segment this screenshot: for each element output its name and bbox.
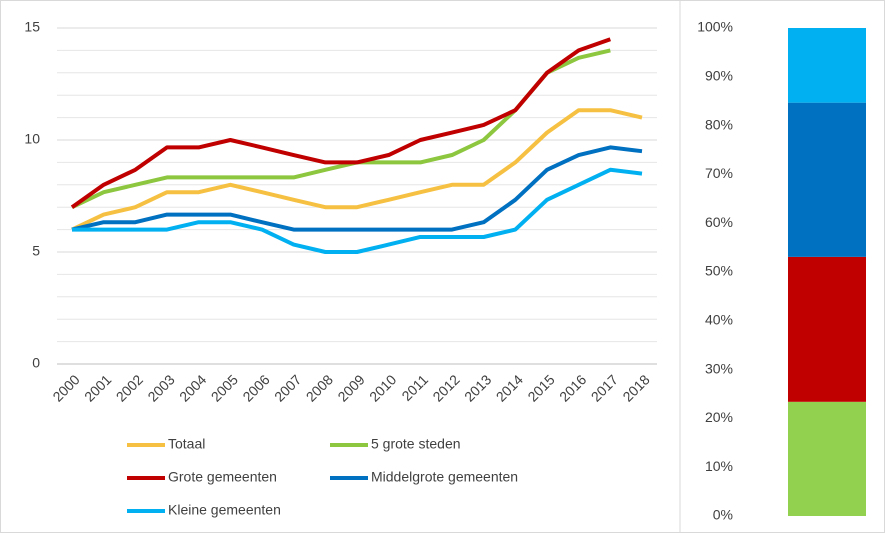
legend-label: Kleine gemeenten bbox=[168, 502, 281, 518]
series-line bbox=[71, 108, 643, 232]
legend-label: Grote gemeenten bbox=[168, 469, 277, 485]
y-tick-label: 30% bbox=[705, 360, 733, 376]
bar-segment bbox=[788, 28, 866, 103]
y-tick-label: 10 bbox=[24, 131, 40, 147]
legend-label: Totaal bbox=[168, 436, 205, 452]
bar-segment bbox=[788, 256, 866, 402]
bar-segment bbox=[788, 401, 866, 516]
y-tick-label: 15 bbox=[24, 19, 40, 35]
y-tick-label: 0% bbox=[713, 507, 733, 523]
y-tick-label: 20% bbox=[705, 409, 733, 425]
y-tick-label: 100% bbox=[697, 19, 733, 35]
y-tick-label: 80% bbox=[705, 116, 733, 132]
series-line bbox=[72, 167, 643, 254]
series-line bbox=[71, 145, 643, 232]
y-tick-label: 10% bbox=[705, 458, 733, 474]
y-tick-label: 5 bbox=[32, 243, 40, 259]
legend-label: Middelgrote gemeenten bbox=[371, 469, 518, 485]
y-tick-label: 70% bbox=[705, 165, 733, 181]
y-tick-label: 60% bbox=[705, 214, 733, 230]
y-tick-label: 90% bbox=[705, 68, 733, 84]
y-tick-label: 40% bbox=[705, 312, 733, 328]
bar-segment bbox=[788, 102, 866, 257]
legend-label: 5 grote steden bbox=[371, 436, 461, 452]
y-tick-label: 50% bbox=[705, 263, 733, 279]
series-line bbox=[70, 37, 611, 209]
y-tick-label: 0 bbox=[32, 355, 40, 371]
